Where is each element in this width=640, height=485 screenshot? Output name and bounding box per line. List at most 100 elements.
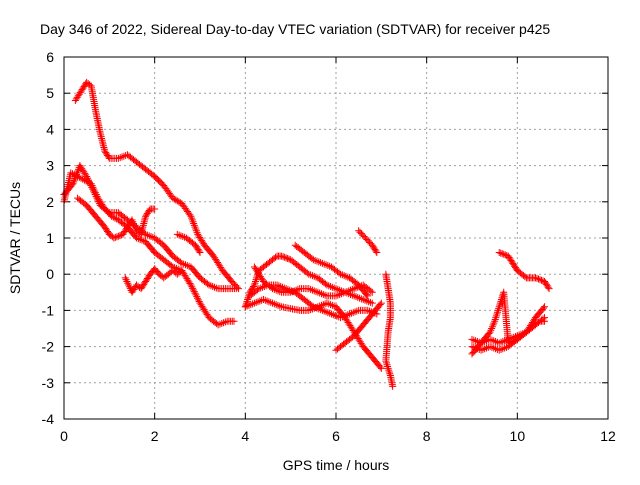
data-point (510, 333, 518, 341)
data-point (137, 285, 145, 293)
data-point (336, 290, 344, 298)
data-point (315, 258, 323, 266)
data-point (178, 259, 186, 267)
data-point (354, 293, 362, 301)
data-point (341, 288, 349, 296)
data-point (192, 243, 200, 251)
data-point (383, 361, 391, 369)
data-point (245, 301, 253, 309)
data-point (497, 249, 505, 257)
data-point (544, 283, 552, 291)
data-point (256, 297, 264, 305)
data-point (277, 283, 285, 291)
data-point (488, 343, 496, 351)
data-point (340, 272, 348, 280)
data-point (292, 286, 300, 294)
data-point (541, 303, 549, 311)
data-point (74, 167, 82, 175)
data-point (280, 284, 288, 292)
y-tick-label: 2 (46, 194, 54, 210)
data-point (337, 270, 345, 278)
data-point (73, 169, 81, 177)
data-point (373, 248, 381, 256)
data-point (84, 176, 92, 184)
series-track-4 (74, 194, 159, 242)
data-point (189, 218, 197, 226)
data-point (372, 247, 380, 255)
data-point (338, 313, 346, 321)
data-point (504, 252, 512, 260)
series-track-3 (60, 162, 240, 293)
data-point (255, 285, 263, 293)
y-tick-label: 1 (46, 230, 54, 246)
data-point (270, 300, 278, 308)
data-point (249, 300, 257, 308)
data-point (275, 282, 283, 290)
data-point (214, 321, 222, 329)
data-point (243, 302, 251, 310)
data-point (305, 285, 313, 293)
data-point (79, 175, 87, 183)
data-point (318, 306, 326, 314)
data-point (129, 218, 137, 226)
data-point (130, 221, 138, 229)
data-point (515, 331, 523, 339)
data-point (252, 276, 260, 284)
chart-title: Day 346 of 2022, Sidereal Day-to-day VTE… (40, 21, 550, 37)
data-point (141, 279, 149, 287)
data-point (510, 261, 518, 269)
data-point (94, 196, 102, 204)
data-point (351, 308, 359, 316)
data-point (124, 279, 132, 287)
data-point (282, 254, 290, 262)
data-point (342, 311, 350, 319)
data-point (497, 338, 505, 346)
series-track-17 (495, 248, 553, 293)
data-point (386, 370, 394, 378)
data-point (473, 345, 481, 353)
data-point (180, 260, 188, 268)
data-point (189, 286, 197, 294)
data-point (129, 287, 137, 295)
data-point (221, 318, 229, 326)
data-point (495, 339, 503, 347)
y-axis-label: SDTVAR / TECUs (7, 182, 23, 294)
data-point (192, 291, 200, 299)
data-point (512, 332, 520, 340)
data-point (494, 306, 502, 314)
x-tick-label: 6 (332, 428, 340, 444)
x-tick-label: 8 (423, 428, 431, 444)
data-point (193, 244, 201, 252)
data-point (232, 285, 240, 293)
data-point (368, 299, 376, 307)
data-point (119, 230, 127, 238)
data-point (319, 290, 327, 298)
data-point (177, 232, 185, 240)
data-layer (60, 78, 553, 390)
data-point (324, 309, 332, 317)
data-point (337, 290, 345, 298)
data-point (190, 288, 198, 296)
data-point (385, 366, 393, 374)
data-point (143, 211, 151, 219)
data-point (104, 207, 112, 215)
data-point (102, 225, 110, 233)
data-point (366, 298, 374, 306)
data-point (309, 256, 317, 264)
data-point (89, 187, 97, 195)
data-point (506, 255, 514, 263)
data-point (91, 191, 99, 199)
data-point (151, 205, 159, 213)
data-point (364, 292, 372, 300)
data-point (143, 209, 151, 217)
data-point (188, 214, 196, 222)
data-point (269, 285, 277, 293)
data-point (533, 274, 541, 282)
data-point (122, 276, 130, 284)
data-point (176, 268, 184, 276)
data-point (195, 298, 203, 306)
y-tick-label: 0 (46, 266, 54, 282)
data-point (331, 311, 339, 319)
data-point (116, 232, 124, 240)
data-point (192, 225, 200, 233)
